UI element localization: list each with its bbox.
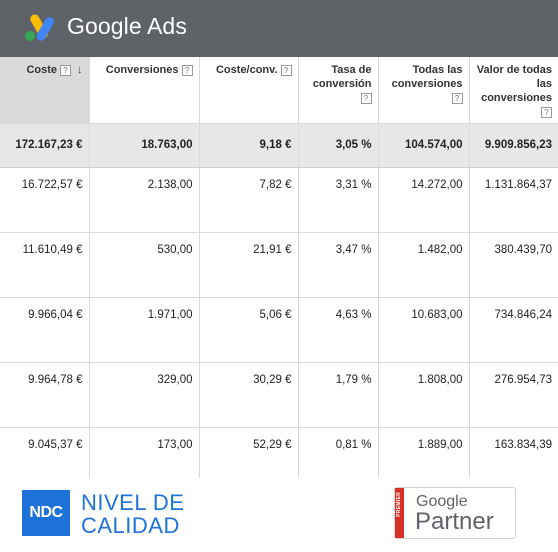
table-cell: 276.954,73 — [469, 362, 558, 428]
table-row: 11.610,49 € 530,00 21,91 € 3,47 % 1.482,… — [0, 232, 558, 298]
column-header-valor-todas-conversiones[interactable]: Valor de todas las conversiones? — [469, 57, 558, 124]
column-header-label: Tasa de conversión — [312, 64, 372, 90]
metrics-table: Coste? ↓ Conversiones? Coste/conv.? Tasa … — [0, 57, 558, 493]
column-header-label: Coste/conv. — [215, 64, 278, 76]
total-cell: 104.574,00 — [378, 123, 470, 168]
google-ads-logo-icon — [25, 14, 55, 41]
top-bar: Google Ads — [0, 0, 558, 57]
google-partner-badge: PREMIER Google Partner — [394, 487, 516, 539]
table-cell: 9.966,04 € — [0, 297, 90, 363]
table-cell: 3,47 % — [298, 232, 379, 298]
help-icon[interactable]: ? — [181, 64, 193, 76]
column-header-coste-conv[interactable]: Coste/conv.? — [199, 57, 299, 124]
table-cell: 1,79 % — [298, 362, 379, 428]
table-cell: 21,91 € — [199, 232, 299, 298]
arrow-down-icon[interactable]: ↓ — [77, 64, 83, 76]
ndc-line-2: CALIDAD — [81, 513, 180, 538]
table-cell: 9.964,78 € — [0, 362, 90, 428]
ndc-logo: NDC — [22, 490, 70, 536]
help-icon[interactable]: ? — [60, 64, 71, 76]
column-header-coste[interactable]: Coste? ↓ — [0, 57, 90, 124]
table-cell: 3,31 % — [298, 167, 379, 233]
table-cell: 1.482,00 — [378, 232, 470, 298]
column-header-conversiones[interactable]: Conversiones? — [89, 57, 200, 124]
table-cell: 380.439,70 — [469, 232, 558, 298]
table-cell: 329,00 — [89, 362, 200, 428]
column-header-label: Todas las conversiones — [391, 64, 463, 90]
table-row: 16.722,57 € 2.138,00 7,82 € 3,31 % 14.27… — [0, 167, 558, 233]
table-cell: 10.683,00 — [378, 297, 470, 363]
total-cell: 18.763,00 — [89, 123, 200, 168]
table-cell: 5,06 € — [199, 297, 299, 363]
column-header-todas-conversiones[interactable]: Todas las conversiones? — [378, 57, 470, 124]
premier-label: PREMIER — [396, 492, 402, 517]
table-cell: 734.846,24 — [469, 297, 558, 363]
help-icon[interactable]: ? — [280, 64, 292, 76]
partner-google-label: Google — [416, 493, 468, 510]
table-cell: 1.971,00 — [89, 297, 200, 363]
table-cell: 7,82 € — [199, 167, 299, 233]
column-header-label: Valor de todas las conversiones — [476, 64, 552, 104]
table-cell: 530,00 — [89, 232, 200, 298]
help-icon[interactable]: ? — [451, 92, 463, 104]
table-cell: 2.138,00 — [89, 167, 200, 233]
total-cell: 3,05 % — [298, 123, 379, 168]
total-cell: 172.167,23 € — [0, 123, 90, 168]
ndc-line-1: NIVEL DE — [81, 490, 185, 515]
ndc-wordmark: NIVEL DE CALIDAD — [81, 491, 184, 537]
table-row: 9.964,78 € 329,00 30,29 € 1,79 % 1.808,0… — [0, 362, 558, 428]
premier-stripe: PREMIER — [395, 488, 404, 538]
table-cell: 1.808,00 — [378, 362, 470, 428]
table-cell: 14.272,00 — [378, 167, 470, 233]
table-cell: 16.722,57 € — [0, 167, 90, 233]
help-icon[interactable]: ? — [541, 106, 552, 118]
table-cell: 4,63 % — [298, 297, 379, 363]
total-cell: 9.909.856,23 — [469, 123, 558, 168]
app-title: Google Ads — [67, 13, 187, 39]
table-cell: 1.131.864,37 — [469, 167, 558, 233]
total-row: 172.167,23 € 18.763,00 9,18 € 3,05 % 104… — [0, 123, 558, 168]
total-cell: 9,18 € — [199, 123, 299, 168]
table-cell: 11.610,49 € — [0, 232, 90, 298]
table-cell: 30,29 € — [199, 362, 299, 428]
partner-label: Partner — [415, 508, 494, 535]
column-header-label: Conversiones — [105, 64, 179, 76]
table-row: 9.045,37 € 173,00 52,29 € 0,81 % 1.889,0… — [0, 427, 558, 493]
table-row: 9.966,04 € 1.971,00 5,06 € 4,63 % 10.683… — [0, 297, 558, 363]
help-icon[interactable]: ? — [360, 92, 372, 104]
column-header-label: Coste — [26, 64, 57, 76]
table-header-row: Coste? ↓ Conversiones? Coste/conv.? Tasa … — [0, 57, 558, 124]
column-header-tasa-conversion[interactable]: Tasa de conversión? — [298, 57, 379, 124]
